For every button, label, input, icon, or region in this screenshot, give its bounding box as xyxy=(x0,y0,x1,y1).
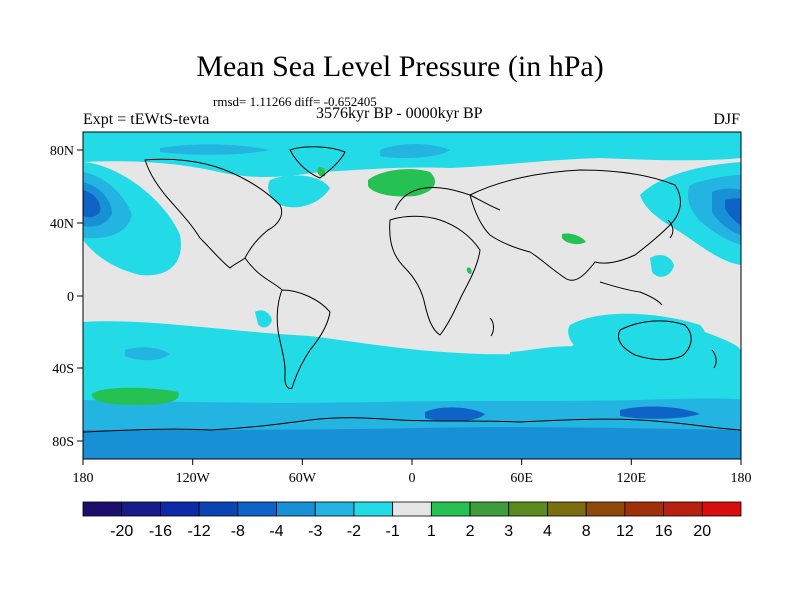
colorbar-swatch xyxy=(392,501,432,517)
africa-high xyxy=(466,267,472,274)
x-tick-label: 0 xyxy=(409,471,416,486)
coast-asia xyxy=(469,169,681,281)
season-label: DJF xyxy=(713,111,740,128)
stats-label: rmsd= 1.11266 diff= -0.652405 xyxy=(213,94,377,109)
antarctic-low-1 xyxy=(425,407,485,422)
colorbar-swatch xyxy=(701,501,742,517)
arctic-core-1 xyxy=(380,144,450,158)
tropical-pacific-west-low xyxy=(650,255,674,277)
axis-tick-marks xyxy=(77,149,742,465)
map-title: Mean Sea Level Pressure (in hPa) xyxy=(196,50,604,83)
coast-japan xyxy=(667,219,674,239)
colorbar-label: -8 xyxy=(231,523,245,540)
colorbar-label: -2 xyxy=(347,523,361,540)
colorbar-label: -12 xyxy=(188,523,211,540)
antarctic-low-2 xyxy=(620,406,700,419)
colorbar-label: 1 xyxy=(427,523,436,540)
coast-europe xyxy=(394,187,501,211)
coast-south-america xyxy=(276,289,331,389)
y-tick-label: 80S xyxy=(52,435,74,450)
north-pacific-west-core-3 xyxy=(83,190,101,218)
arctic-core-2 xyxy=(160,144,270,155)
coast-australia xyxy=(617,320,692,361)
colorbar-label: -16 xyxy=(149,523,172,540)
coast-africa xyxy=(389,215,481,336)
x-tick-label: 180 xyxy=(731,471,752,486)
coast-antarctica xyxy=(83,417,741,433)
map-field xyxy=(83,132,741,459)
x-tick-label: 60E xyxy=(510,471,533,486)
colorbar-label: 3 xyxy=(504,523,513,540)
indian-ocean-low xyxy=(568,313,707,372)
colorbar-label: 2 xyxy=(466,523,475,540)
x-tick-label: 180 xyxy=(73,471,94,486)
colorbar-swatch xyxy=(430,501,471,517)
colorbar-label: 4 xyxy=(543,523,552,540)
colorbar-label: -3 xyxy=(308,523,322,540)
colorbar-label: -4 xyxy=(269,523,283,540)
coast-southeast-asia xyxy=(599,281,663,306)
y-tick-label: 80N xyxy=(50,144,74,159)
colorbar-swatch xyxy=(508,501,548,517)
coast-madagascar xyxy=(489,317,494,337)
south-pacific-high xyxy=(91,387,179,405)
greenland-high xyxy=(317,167,326,177)
colorbar-labels: -20 -16 -12 -8 -4 -3 -2 -1 1 2 3 4 8 12 16 20 xyxy=(110,523,711,540)
x-tick-label: 120E xyxy=(617,471,647,486)
y-tick-label: 40N xyxy=(50,217,74,232)
south-america-east-low xyxy=(255,310,272,328)
coast-central-america xyxy=(244,257,283,291)
north-pacific-east-core-3 xyxy=(725,198,741,225)
x-tick-label: 120W xyxy=(176,471,211,486)
colorbar-swatch xyxy=(276,501,316,517)
colorbar-swatch xyxy=(121,501,161,517)
colorbar-swatch xyxy=(198,501,239,517)
y-tick-label: 40S xyxy=(52,362,74,377)
colorbar-swatch xyxy=(353,501,394,517)
y-axis-labels: 80N 40N 0 40S 80S xyxy=(50,144,74,450)
coastlines xyxy=(83,146,741,433)
colorbar-label: 12 xyxy=(616,523,634,540)
coast-greenland xyxy=(289,146,346,179)
colorbar-swatch xyxy=(82,501,123,517)
antarctic-core xyxy=(83,427,741,459)
colorbar-label: -20 xyxy=(110,523,133,540)
experiment-label: Expt = tEWtS-tevta xyxy=(83,111,210,128)
colorbar-label: 20 xyxy=(693,523,711,540)
colorbar-label: 8 xyxy=(582,523,591,540)
x-tick-label: 60W xyxy=(289,471,317,486)
colorbar-swatch xyxy=(314,501,355,517)
period-label: 3576kyr BP - 0000kyr BP xyxy=(316,105,483,122)
colorbar-label: -1 xyxy=(386,523,400,540)
colorbar-swatch xyxy=(160,501,200,517)
colorbar-swatch xyxy=(624,501,664,517)
colorbar-label: 16 xyxy=(655,523,673,540)
coast-new-zealand xyxy=(711,349,717,369)
colorbar xyxy=(82,501,742,517)
colorbar-swatch xyxy=(469,501,510,517)
colorbar-swatch xyxy=(585,501,626,517)
north-america-low xyxy=(268,175,330,208)
coast-north-america xyxy=(144,158,283,269)
colorbar-swatch xyxy=(547,501,587,517)
asia-high xyxy=(562,233,586,245)
y-tick-label: 0 xyxy=(67,290,74,305)
south-pacific-core xyxy=(125,347,170,361)
colorbar-swatch xyxy=(663,501,703,517)
colorbar-swatch xyxy=(237,501,277,517)
x-axis-labels: 180 120W 60W 0 60E 120E 180 xyxy=(73,471,752,486)
